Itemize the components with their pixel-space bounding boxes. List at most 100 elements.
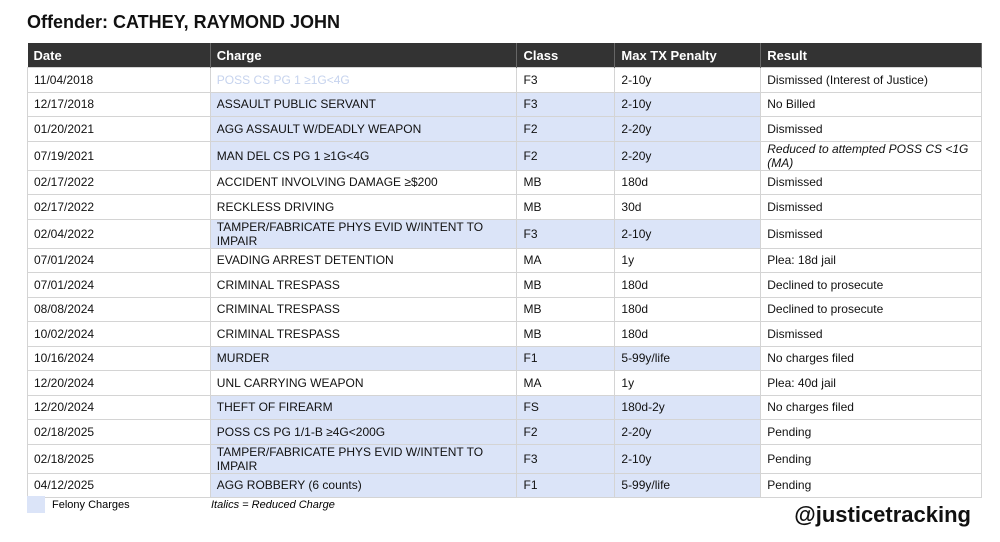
table-cell: TAMPER/FABRICATE PHYS EVID W/INTENT TO I… xyxy=(209,218,518,249)
table-cell: 02/04/2022 xyxy=(27,218,211,249)
table-cell: 5-99y/life xyxy=(614,472,762,498)
table-cell: POSS CS PG 1 ≥1G<4G xyxy=(209,67,518,93)
table-cell: 30d xyxy=(614,194,762,220)
table-cell: Dismissed (Interest of Justice) xyxy=(760,67,982,93)
table-cell: 2-10y xyxy=(614,218,762,249)
table-cell: 02/17/2022 xyxy=(27,194,211,220)
table-cell: 01/20/2021 xyxy=(27,116,211,142)
table-row: 02/18/2025 TAMPER/FABRICATE PHYS EVID W/I… xyxy=(27,443,982,474)
table-cell: MB xyxy=(516,296,616,322)
table-cell: CRIMINAL TRESPASS xyxy=(209,321,518,347)
table-row: 02/04/2022 TAMPER/FABRICATE PHYS EVID W/I… xyxy=(27,218,982,249)
table-cell: 2-10y xyxy=(614,91,762,117)
table-cell: Plea: 18d jail xyxy=(760,247,982,273)
legend-italics: Italics = Reduced Charge xyxy=(211,499,335,511)
table-cell: 1y xyxy=(614,370,762,396)
table-cell: 02/18/2025 xyxy=(27,443,211,474)
table-cell: Pending xyxy=(760,419,982,445)
table-cell: MA xyxy=(516,247,616,273)
table-cell: 08/08/2024 xyxy=(27,296,211,322)
table-row: 12/17/2018 ASSAULT PUBLIC SERVANT F3 2-10y N… xyxy=(27,91,982,117)
table-cell: MB xyxy=(516,169,616,195)
table-row: 01/20/2021 AGG ASSAULT W/DEADLY WEAPON F2 2… xyxy=(27,116,982,142)
table-cell: 02/17/2022 xyxy=(27,169,211,195)
table-cell: Dismissed xyxy=(760,218,982,249)
table-row: 12/20/2024 UNL CARRYING WEAPON MA 1y Plea: 4… xyxy=(27,370,982,396)
table-cell: 07/01/2024 xyxy=(27,247,211,273)
table-cell: POSS CS PG 1/1-B ≥4G<200G xyxy=(209,419,518,445)
table-cell: Pending xyxy=(760,443,982,474)
legend-felony: Felony Charges xyxy=(52,499,130,511)
table-cell: 11/04/2018 xyxy=(27,67,211,93)
table-cell: 2-10y xyxy=(614,443,762,474)
table-cell: AGG ROBBERY (6 counts) xyxy=(209,472,518,498)
table-cell: MURDER xyxy=(209,345,518,371)
column-header: Date xyxy=(27,43,211,68)
table-cell: Plea: 40d jail xyxy=(760,370,982,396)
table-body: 11/04/2018 POSS CS PG 1 ≥1G<4G F3 2-10y Dism… xyxy=(27,67,982,498)
table-cell: 04/12/2025 xyxy=(27,472,211,498)
table-cell: F3 xyxy=(516,218,616,249)
table-cell: MB xyxy=(516,321,616,347)
table-cell: MAN DEL CS PG 1 ≥1G<4G xyxy=(209,140,518,171)
table-cell: 2-20y xyxy=(614,140,762,171)
table-cell: ASSAULT PUBLIC SERVANT xyxy=(209,91,518,117)
table-cell: Pending xyxy=(760,472,982,498)
table-cell: 2-10y xyxy=(614,67,762,93)
table-cell: 180d xyxy=(614,272,762,298)
legend-swatch xyxy=(27,496,45,513)
table-row: 08/08/2024 CRIMINAL TRESPASS MB 180d Decline… xyxy=(27,296,982,322)
table-row: 07/01/2024 CRIMINAL TRESPASS MB 180d Decline… xyxy=(27,272,982,298)
table-cell: 2-20y xyxy=(614,419,762,445)
table-cell: MA xyxy=(516,370,616,396)
table-cell: UNL CARRYING WEAPON xyxy=(209,370,518,396)
table-cell: AGG ASSAULT W/DEADLY WEAPON xyxy=(209,116,518,142)
table-cell: Declined to prosecute xyxy=(760,272,982,298)
table-cell: 07/01/2024 xyxy=(27,272,211,298)
table-cell: Dismissed xyxy=(760,321,982,347)
table-row: 12/20/2024 THEFT OF FIREARM FS 180d-2y No ch… xyxy=(27,394,982,420)
table-row: 04/12/2025 AGG ROBBERY (6 counts) F1 5-99y/… xyxy=(27,472,982,498)
table-cell: Dismissed xyxy=(760,194,982,220)
table-cell: 02/18/2025 xyxy=(27,419,211,445)
table-cell: F2 xyxy=(516,140,616,171)
table-cell: 180d xyxy=(614,321,762,347)
column-header: Class xyxy=(516,43,616,68)
table-cell: ACCIDENT INVOLVING DAMAGE ≥$200 xyxy=(209,169,518,195)
table-cell: FS xyxy=(516,394,616,420)
table-cell: 180d xyxy=(614,169,762,195)
table-row: 10/02/2024 CRIMINAL TRESPASS MB 180d Dismiss… xyxy=(27,321,982,347)
header-row: Date Charge Class Max TX Penalty Result xyxy=(27,43,982,68)
table-row: 02/18/2025 POSS CS PG 1/1-B ≥4G<200G F2 2-2… xyxy=(27,419,982,445)
table-row: 07/19/2021 MAN DEL CS PG 1 ≥1G<4G F2 2-20y R… xyxy=(27,140,982,171)
table-row: 02/17/2022 RECKLESS DRIVING MB 30d Dismissed xyxy=(27,194,982,220)
column-header: Max TX Penalty xyxy=(614,43,762,68)
title: Offender: CATHEY, RAYMOND JOHN xyxy=(27,12,341,32)
table-cell: 12/20/2024 xyxy=(27,394,211,420)
table-cell: F2 xyxy=(516,419,616,445)
table-cell: Declined to prosecute xyxy=(760,296,982,322)
table-cell: F3 xyxy=(516,443,616,474)
table-cell: No charges filed xyxy=(760,345,982,371)
table-cell: 12/17/2018 xyxy=(27,91,211,117)
column-header: Result xyxy=(760,43,982,68)
table-cell: No charges filed xyxy=(760,394,982,420)
table-cell: F3 xyxy=(516,91,616,117)
table-cell: 12/20/2024 xyxy=(27,370,211,396)
table-row: 10/16/2024 MURDER F1 5-99y/life No charges f… xyxy=(27,345,982,371)
table-cell: F3 xyxy=(516,67,616,93)
table-row: 07/01/2024 EVADING ARREST DETENTION MA 1y Pl… xyxy=(27,247,982,273)
table-cell: 2-20y xyxy=(614,116,762,142)
handle: @justicetracking xyxy=(794,502,971,527)
table-cell: MB xyxy=(516,272,616,298)
table-cell: 07/19/2021 xyxy=(27,140,211,171)
table-cell: MB xyxy=(516,194,616,220)
table-cell: Dismissed xyxy=(760,169,982,195)
column-header: Charge xyxy=(210,43,518,68)
table-cell: 1y xyxy=(614,247,762,273)
table-cell: Dismissed xyxy=(760,116,982,142)
charges-table: Date Charge Class Max TX Penalty Result 11/0… xyxy=(27,43,982,498)
table-cell: F2 xyxy=(516,116,616,142)
table-cell: 10/16/2024 xyxy=(27,345,211,371)
